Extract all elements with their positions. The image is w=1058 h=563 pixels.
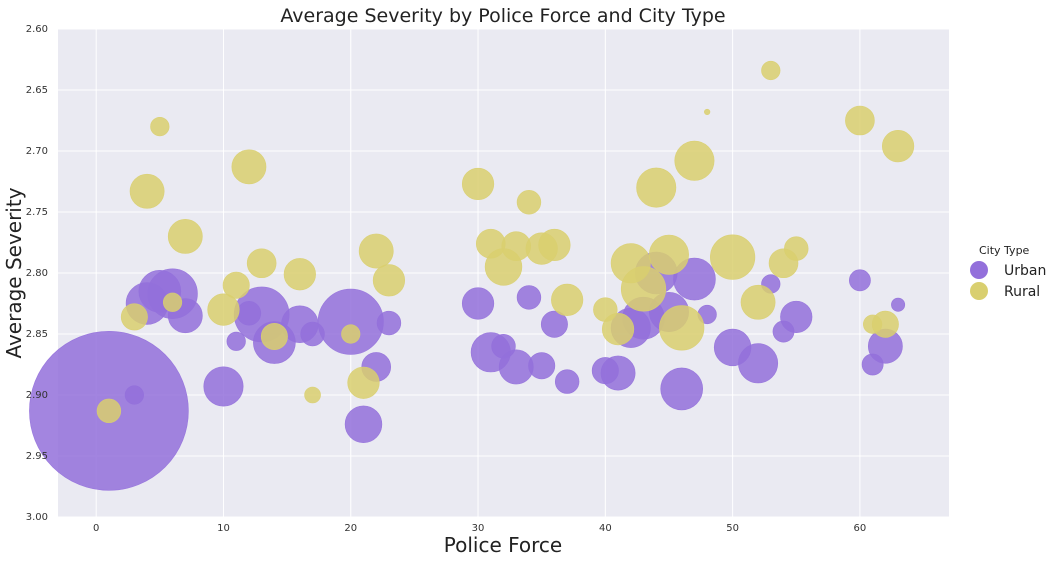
- bubble-urban: [236, 301, 262, 326]
- bubble-urban: [226, 331, 246, 351]
- bubble-rural: [167, 218, 203, 254]
- legend-swatch-rural: [970, 282, 988, 300]
- legend-title: City Type: [979, 244, 1030, 257]
- bubble-rural: [347, 366, 380, 399]
- bubble-rural: [304, 386, 321, 404]
- y-tick-label: 2.65: [26, 85, 48, 96]
- y-axis-label: Average Severity: [2, 187, 26, 358]
- bubble-rural: [761, 60, 781, 81]
- y-tick-label: 3.00: [26, 512, 48, 523]
- bubble-urban: [772, 320, 795, 343]
- series-rural: [96, 60, 915, 424]
- x-tick-label: 50: [726, 523, 739, 534]
- x-tick-label: 30: [472, 523, 485, 534]
- bubble-rural: [162, 292, 183, 312]
- x-tick-label: 60: [854, 523, 867, 534]
- y-axis-ticks: 2.60 2.65 2.70 2.75 2.80 2.85 2.90 2.95 3.00: [26, 24, 48, 523]
- bubble-rural: [648, 234, 689, 275]
- bubble-rural: [358, 233, 394, 269]
- bubble-rural: [551, 283, 584, 316]
- bubble-urban: [528, 352, 556, 380]
- bubble-rural: [461, 167, 495, 201]
- bubble-rural: [845, 105, 875, 136]
- bubble-rural: [283, 258, 316, 291]
- bubble-rural: [784, 236, 809, 261]
- bubble-urban: [491, 334, 516, 359]
- bubble-urban: [891, 297, 906, 312]
- bubble-rural: [372, 264, 406, 297]
- bubble-urban: [376, 310, 402, 336]
- bubble-rural: [96, 398, 122, 424]
- chart-title: Average Severity by Police Force and Cit…: [280, 5, 725, 27]
- bubble-rural: [516, 190, 542, 215]
- bubble-rural: [593, 297, 618, 322]
- legend-label-rural: Rural: [1004, 284, 1040, 300]
- bubble-urban: [540, 310, 568, 338]
- bubble-urban: [554, 369, 580, 394]
- bubble-rural: [120, 303, 148, 331]
- bubble-rural: [674, 140, 715, 181]
- bubble-rural: [863, 314, 883, 334]
- x-tick-label: 10: [217, 523, 230, 534]
- bubble-rural: [659, 305, 705, 351]
- bubble-urban: [344, 405, 383, 443]
- legend: City Type Urban Rural: [970, 244, 1046, 300]
- bubble-rural: [601, 313, 635, 346]
- bubble-urban: [317, 288, 384, 355]
- bubble-rural: [231, 149, 267, 185]
- bubble-rural: [246, 248, 277, 279]
- y-tick-label: 2.85: [26, 329, 48, 340]
- bubble-rural: [710, 234, 756, 280]
- x-axis-ticks: 0 10 20 30 40 50 60: [93, 523, 866, 534]
- bubble-urban: [713, 328, 752, 367]
- bubble-urban: [300, 321, 325, 347]
- x-tick-label: 0: [93, 523, 99, 534]
- bubble-rural: [222, 271, 250, 299]
- x-tick-label: 40: [599, 523, 612, 534]
- bubble-urban: [660, 367, 704, 411]
- bubble-rural: [260, 322, 288, 350]
- bubble-rural: [881, 130, 915, 163]
- bubble-rural: [610, 243, 651, 284]
- bubble-rural: [740, 284, 776, 320]
- bubble-rural: [501, 231, 532, 261]
- bubble-rural: [207, 293, 240, 326]
- y-tick-label: 2.80: [26, 268, 48, 279]
- bubble-rural: [475, 228, 506, 259]
- bubble-urban: [591, 357, 619, 385]
- y-tick-label: 2.70: [26, 146, 48, 157]
- y-tick-label: 2.75: [26, 207, 48, 218]
- legend-label-urban: Urban: [1004, 263, 1046, 279]
- bubble-rural: [538, 228, 571, 262]
- bubble-urban: [849, 269, 871, 292]
- legend-swatch-urban: [970, 261, 988, 279]
- bubble-rural: [704, 108, 711, 116]
- bubble-rural: [150, 116, 170, 137]
- bubble-urban: [516, 285, 542, 310]
- x-axis-label: Police Force: [444, 533, 562, 557]
- y-tick-label: 2.60: [26, 24, 48, 35]
- bubble-rural: [636, 167, 677, 208]
- bubble-urban: [461, 287, 495, 320]
- bubble-urban: [124, 385, 144, 405]
- bubble-rural: [129, 173, 165, 209]
- bubble-urban: [673, 257, 716, 301]
- y-tick-label: 2.90: [26, 390, 48, 401]
- bubble-urban: [203, 366, 244, 407]
- bubble-rural: [341, 324, 361, 344]
- x-tick-label: 20: [344, 523, 357, 534]
- y-tick-label: 2.95: [26, 451, 48, 462]
- grid-lines: [58, 28, 949, 518]
- bubble-urban: [861, 353, 884, 376]
